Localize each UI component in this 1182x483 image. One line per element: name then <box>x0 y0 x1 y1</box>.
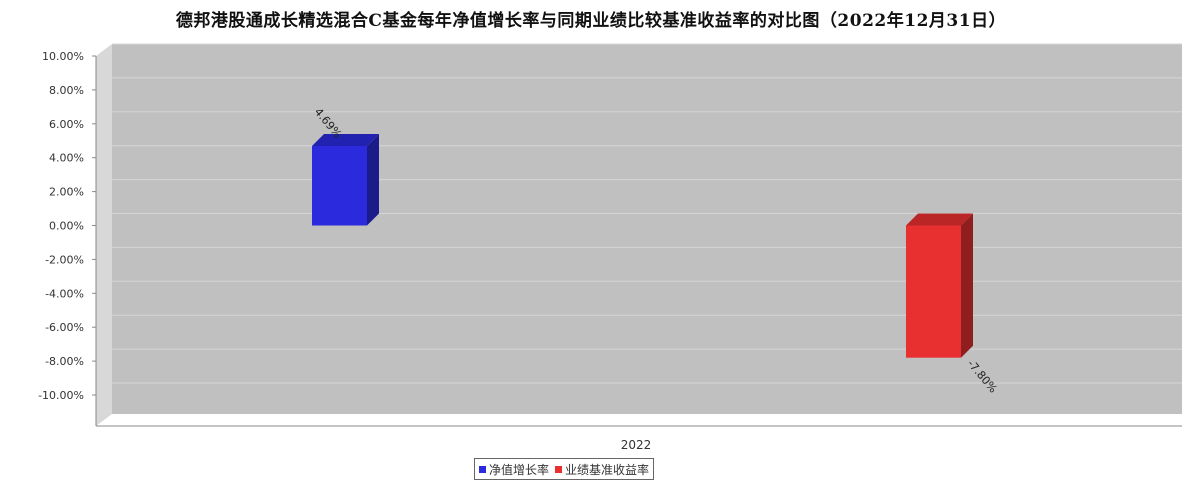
legend-item-benchmark: 业绩基准收益率 <box>555 461 649 478</box>
bar-top <box>312 134 379 147</box>
y-tick-label: 6.00% <box>49 118 84 131</box>
legend-item-nav: 净值增长率 <box>479 461 549 478</box>
legend-label-nav: 净值增长率 <box>489 462 550 477</box>
y-tick-label: -10.00% <box>38 389 84 402</box>
plot-side-wall <box>96 44 112 426</box>
bar-1 <box>906 213 973 358</box>
legend-swatch-nav <box>479 465 486 473</box>
bar-front <box>312 146 367 226</box>
y-tick-label: 10.00% <box>42 50 84 63</box>
bar-top <box>906 213 973 226</box>
legend: 净值增长率 业绩基准收益率 <box>474 458 655 480</box>
y-tick-label: 8.00% <box>49 84 84 97</box>
y-tick-label: -4.00% <box>45 287 84 300</box>
bar-side <box>367 134 379 226</box>
y-tick-label: -6.00% <box>45 321 84 334</box>
bar-side <box>961 213 973 358</box>
legend-swatch-benchmark <box>555 465 563 473</box>
bar-0 <box>312 134 379 226</box>
y-tick-label: -2.00% <box>45 253 84 266</box>
plot-area <box>112 44 1182 414</box>
chart-title: 德邦港股通成长精选混合C基金每年净值增长率与同期业绩比较基准收益率的对比图（20… <box>175 11 1007 31</box>
y-tick-label: 0.00% <box>49 220 84 233</box>
bar-front <box>906 225 961 358</box>
legend-label-benchmark: 业绩基准收益率 <box>565 462 650 477</box>
x-tick-label: 2022 <box>621 438 652 452</box>
y-tick-label: 4.00% <box>49 152 84 165</box>
y-tick-label: -8.00% <box>45 355 84 368</box>
y-tick-label: 2.00% <box>49 186 84 199</box>
